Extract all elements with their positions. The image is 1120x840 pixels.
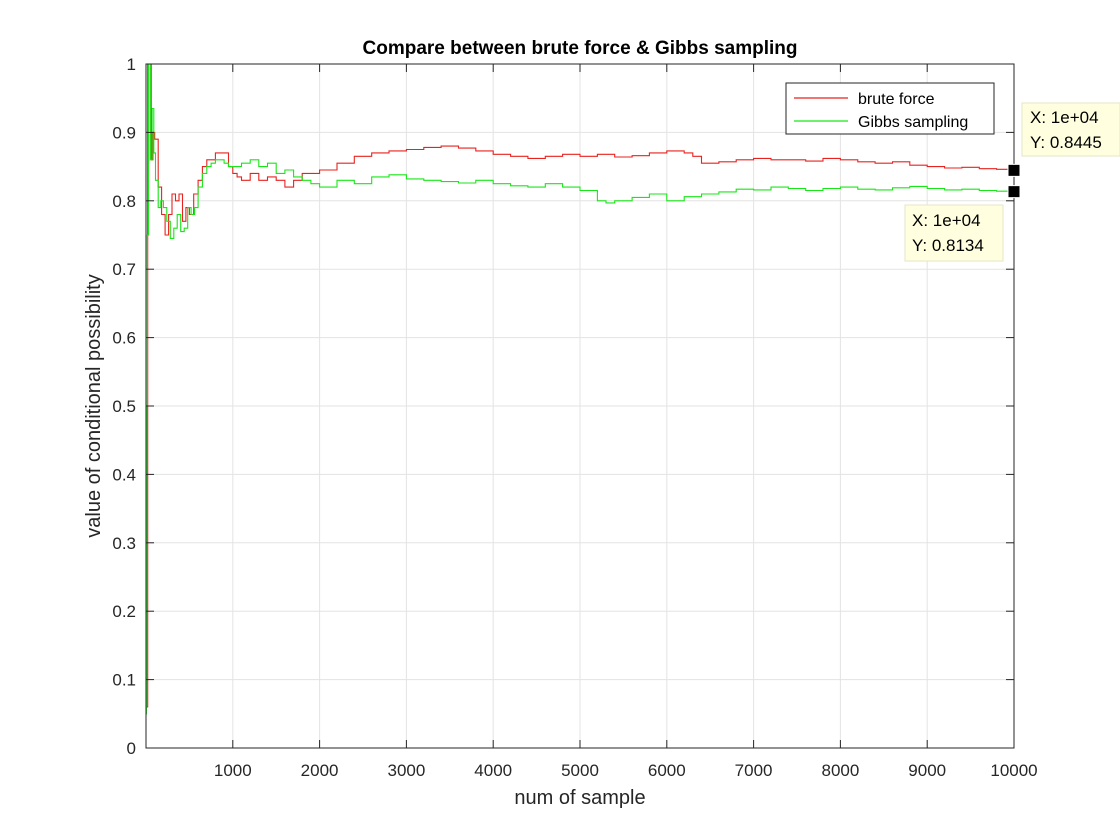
y-tick-label: 0.4 xyxy=(112,465,136,484)
y-tick-label: 0.5 xyxy=(112,397,136,416)
series-line-brute-force xyxy=(146,63,1015,708)
x-tick-label: 7000 xyxy=(735,761,773,780)
y-tick-label: 1 xyxy=(127,55,136,74)
x-tick-label: 1000 xyxy=(214,761,252,780)
y-axis-label: value of conditional possibility xyxy=(83,274,105,538)
datatip-y-text: Y: 0.8134 xyxy=(912,236,984,255)
datatip-box xyxy=(1021,102,1120,157)
tick-labels: 1000 2000 3000 4000 5000 6000 7000 8000 9000 1000… xyxy=(112,55,1037,780)
legend-box xyxy=(785,82,995,135)
datatip-box xyxy=(904,204,1004,262)
datatip-x-text: X: 1e+04 xyxy=(1030,108,1099,127)
y-tick-label: 0.7 xyxy=(112,260,136,279)
datatip-marker-gibbs-sampling[interactable] xyxy=(1007,185,1021,199)
legend-label-brute-force: brute force xyxy=(858,91,935,108)
y-tick-label: 0.9 xyxy=(112,123,136,142)
series-layer xyxy=(145,63,1015,715)
y-tick-label: 0.3 xyxy=(112,534,136,553)
datatip-markers[interactable] xyxy=(1007,163,1021,199)
x-tick-label: 2000 xyxy=(301,761,339,780)
y-tick-label: 0.6 xyxy=(112,329,136,348)
x-tick-label: 10000 xyxy=(990,761,1037,780)
datatip-marker-brute-force[interactable] xyxy=(1007,163,1021,177)
series-line-gibbs-sampling xyxy=(145,63,1015,715)
x-tick-label: 9000 xyxy=(908,761,946,780)
x-tick-label: 6000 xyxy=(648,761,686,780)
datatip-y-text: Y: 0.8445 xyxy=(1030,133,1102,152)
datatip-brute-force[interactable]: X: 1e+04 Y: 0.8445 xyxy=(1021,102,1120,157)
y-tick-label: 0.2 xyxy=(112,602,136,621)
x-tick-label: 5000 xyxy=(561,761,599,780)
legend-label-gibbs-sampling: Gibbs sampling xyxy=(858,114,968,131)
legend[interactable]: brute force Gibbs sampling xyxy=(785,82,995,135)
x-tick-label: 8000 xyxy=(821,761,859,780)
x-tick-label: 4000 xyxy=(474,761,512,780)
datatip-gibbs-sampling[interactable]: X: 1e+04 Y: 0.8134 xyxy=(904,204,1004,262)
chart-title: Compare between brute force & Gibbs samp… xyxy=(363,38,798,59)
x-tick-label: 3000 xyxy=(387,761,425,780)
x-axis-label: num of sample xyxy=(514,787,645,809)
y-tick-label: 0 xyxy=(127,739,136,758)
y-tick-label: 0.1 xyxy=(112,671,136,690)
datatip-x-text: X: 1e+04 xyxy=(912,211,981,230)
y-tick-label: 0.8 xyxy=(112,192,136,211)
